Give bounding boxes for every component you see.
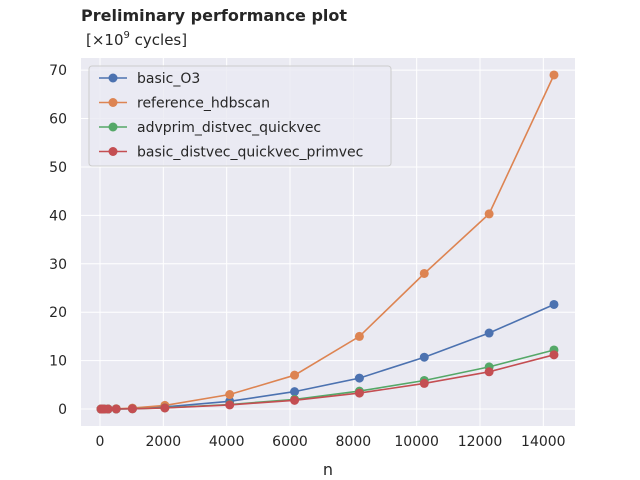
data-point bbox=[225, 390, 235, 400]
y-tick-label: 0 bbox=[58, 402, 67, 418]
data-point bbox=[549, 350, 559, 360]
x-tick-label: 6000 bbox=[272, 434, 308, 450]
legend-marker bbox=[108, 147, 118, 156]
data-point bbox=[290, 395, 300, 405]
x-tick-label: 14000 bbox=[521, 434, 566, 450]
data-point bbox=[484, 367, 494, 377]
y-tick-label: 10 bbox=[49, 354, 67, 370]
legend-label: advprim_distvec_quickvec bbox=[137, 120, 321, 136]
data-point bbox=[484, 328, 494, 338]
legend-marker bbox=[108, 73, 118, 83]
legend-label: reference_hdbscan bbox=[137, 96, 270, 112]
x-tick-label: 10000 bbox=[394, 434, 439, 450]
x-tick-label: 8000 bbox=[336, 434, 372, 450]
subtitle-suffix: cycles] bbox=[129, 31, 188, 49]
series-basic_distvec_quickvec_primvec bbox=[96, 350, 559, 414]
subtitle-prefix: [×10 bbox=[86, 31, 124, 49]
data-point bbox=[419, 268, 429, 278]
legend-item: basic_O3 bbox=[99, 71, 200, 87]
data-point bbox=[290, 387, 300, 397]
legend-marker bbox=[108, 122, 118, 132]
x-tick-label: 2000 bbox=[146, 434, 182, 450]
data-point bbox=[103, 404, 113, 414]
data-point bbox=[419, 378, 429, 388]
data-point bbox=[354, 373, 364, 383]
series-group bbox=[96, 70, 559, 414]
legend-item: advprim_distvec_quickvec bbox=[99, 120, 321, 136]
x-tick-label: 0 bbox=[96, 434, 105, 450]
legend-item: basic_distvec_quickvec_primvec bbox=[99, 145, 363, 161]
x-tick-label: 4000 bbox=[209, 434, 245, 450]
y-tick-label: 40 bbox=[49, 208, 67, 224]
data-point bbox=[549, 299, 559, 309]
data-point bbox=[290, 370, 300, 380]
axis-ticks: 0 2000 4000 6000 8000 10000 12000 14000 0 10 20 30 4… bbox=[49, 63, 565, 450]
legend-label: basic_distvec_quickvec_primvec bbox=[137, 145, 363, 161]
data-point bbox=[127, 404, 137, 414]
legend-item: reference_hdbscan bbox=[99, 96, 270, 112]
y-tick-label: 30 bbox=[49, 257, 67, 273]
data-point bbox=[111, 404, 121, 414]
data-point bbox=[419, 352, 429, 362]
legend: basic_O3 reference_hdbscan advprim_distvec… bbox=[88, 65, 392, 167]
subtitle-exponent: 9 bbox=[123, 30, 130, 41]
y-tick-label: 60 bbox=[49, 112, 67, 128]
y-tick-label: 50 bbox=[49, 160, 67, 176]
legend-label: basic_O3 bbox=[137, 71, 200, 87]
data-point bbox=[225, 400, 235, 410]
y-tick-label: 70 bbox=[49, 63, 67, 79]
x-tick-label: 12000 bbox=[458, 434, 503, 450]
data-point bbox=[354, 388, 364, 398]
x-axis-label: n bbox=[323, 460, 333, 479]
data-point bbox=[160, 403, 170, 413]
legend-marker bbox=[108, 98, 118, 107]
y-tick-label: 20 bbox=[49, 305, 67, 321]
data-point bbox=[354, 331, 364, 341]
data-point bbox=[549, 70, 559, 80]
data-point bbox=[484, 209, 494, 219]
legend-box bbox=[88, 65, 392, 167]
chart-subtitle: [×109 cycles] bbox=[86, 30, 188, 49]
chart-title: Preliminary performance plot bbox=[81, 6, 348, 25]
